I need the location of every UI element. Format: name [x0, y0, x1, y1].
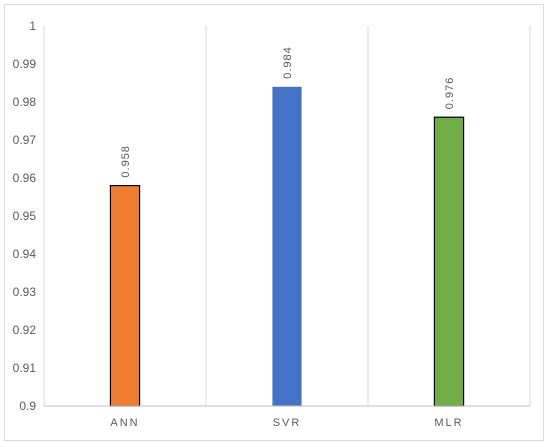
y-tick-label: 1: [29, 19, 36, 33]
y-tick-label: 0.93: [13, 285, 37, 299]
y-tick-label: 0.96: [13, 171, 37, 185]
bars: [109, 86, 465, 407]
y-axis-ticks: 0.9 0.91 0.92 0.93 0.94 0.95 0.96 0.97 0.98 0.99 1: [13, 19, 37, 413]
data-label-ann: 0.958: [120, 145, 132, 178]
y-tick-label: 0.98: [13, 95, 37, 109]
y-tick-label: 0.99: [13, 57, 37, 71]
y-tick-label: 0.9: [19, 399, 36, 413]
y-tick-label: 0.97: [13, 133, 37, 147]
x-axis-categories: ANN SVR MLR: [110, 417, 463, 429]
x-tick-label-mlr: MLR: [434, 417, 463, 429]
bar-mlr: [433, 116, 465, 407]
data-label-mlr: 0.976: [444, 77, 456, 110]
y-tick-label: 0.91: [13, 361, 37, 375]
x-tick-label-svr: SVR: [273, 417, 302, 429]
y-tick-label: 0.95: [13, 209, 37, 223]
x-tick-label-ann: ANN: [110, 417, 139, 429]
bar-svr: [272, 86, 302, 407]
y-tick-label: 0.94: [13, 247, 37, 261]
bar-ann: [109, 185, 141, 407]
grid-layer: [43, 26, 531, 406]
y-tick-label: 0.92: [13, 323, 37, 337]
data-labels: 0.958 0.984 0.976: [120, 46, 456, 177]
data-label-svr: 0.984: [282, 46, 294, 79]
